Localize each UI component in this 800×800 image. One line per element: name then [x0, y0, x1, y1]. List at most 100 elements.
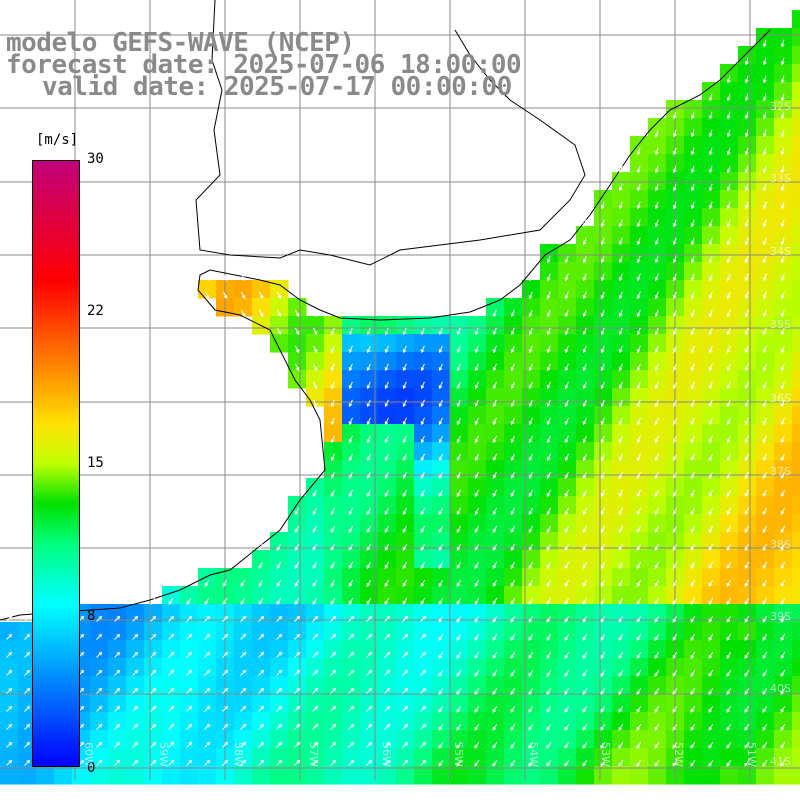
wind-cell	[324, 316, 343, 335]
wind-cell	[594, 406, 613, 425]
wind-arrow	[618, 741, 624, 749]
wind-cell	[738, 334, 757, 353]
wind-arrow	[438, 417, 443, 426]
wind-cell	[576, 604, 595, 623]
wind-arrow	[762, 273, 767, 282]
wind-cell	[594, 388, 613, 407]
wind-arrow	[744, 363, 749, 372]
wind-arrow	[654, 345, 659, 354]
wind-arrow	[6, 723, 13, 730]
wind-arrow	[708, 453, 713, 461]
wind-arrow	[564, 525, 570, 533]
wind-cell	[540, 748, 559, 767]
wind-cell	[540, 370, 559, 389]
wind-cell	[774, 748, 793, 767]
wind-cell	[576, 568, 595, 587]
wind-arrow	[546, 687, 552, 695]
wind-arrow	[780, 705, 786, 713]
wind-cell	[306, 352, 325, 371]
wind-arrow	[744, 579, 750, 587]
wind-cell	[612, 334, 631, 353]
wind-arrow	[348, 345, 353, 354]
wind-cell	[756, 298, 775, 317]
wind-arrow	[114, 741, 121, 748]
wind-cell	[414, 370, 433, 389]
wind-arrow	[600, 561, 606, 569]
wind-cell	[432, 730, 451, 749]
wind-arrow	[672, 561, 678, 569]
wind-cell	[576, 676, 595, 695]
wind-cell	[144, 604, 163, 623]
wind-cell	[234, 694, 253, 713]
wind-arrow	[690, 147, 695, 156]
wind-arrow	[690, 237, 695, 246]
wind-arrow	[654, 399, 659, 408]
wind-arrow	[510, 399, 515, 408]
wind-cell	[702, 550, 721, 569]
wind-arrow	[456, 759, 462, 767]
wind-arrow	[384, 453, 389, 461]
wind-arrow	[726, 597, 732, 605]
wind-arrow	[510, 363, 515, 372]
wind-arrow	[438, 507, 444, 515]
wind-arrow	[780, 381, 785, 390]
wind-cell	[738, 370, 757, 389]
wind-arrow	[402, 759, 409, 766]
wind-cell	[18, 712, 37, 731]
wind-cell	[450, 442, 469, 461]
wind-arrow	[726, 669, 732, 677]
wind-cell	[288, 748, 307, 767]
wind-arrow	[762, 39, 767, 48]
wind-arrow	[654, 291, 659, 300]
wind-cell	[414, 712, 433, 731]
wind-cell	[756, 370, 775, 389]
wind-cell	[684, 388, 703, 407]
wind-arrow	[348, 525, 354, 533]
wind-arrow	[366, 435, 371, 444]
wind-arrow	[294, 741, 301, 748]
wind-cell	[684, 370, 703, 389]
wind-arrow	[96, 615, 103, 622]
wind-arrow	[690, 561, 696, 569]
wind-arrow	[708, 273, 713, 282]
wind-cell	[450, 496, 469, 515]
wind-arrow	[618, 687, 624, 695]
wind-arrow	[672, 129, 677, 138]
wind-arrow	[312, 759, 319, 766]
wind-arrow	[726, 309, 731, 318]
wind-cell	[756, 82, 775, 101]
wind-arrow	[564, 597, 570, 605]
wind-cell	[540, 676, 559, 695]
wind-cell	[432, 604, 451, 623]
wind-cell	[756, 262, 775, 281]
wind-arrow	[726, 291, 731, 300]
wind-cell	[360, 514, 379, 533]
wind-cell	[540, 514, 559, 533]
wind-arrow	[150, 741, 157, 748]
wind-cell	[648, 424, 667, 443]
wind-arrow	[546, 273, 551, 282]
wind-arrow	[294, 327, 300, 335]
wind-arrow	[744, 255, 749, 264]
wind-arrow	[546, 399, 551, 408]
wind-cell	[180, 604, 199, 623]
wind-arrow	[618, 597, 624, 605]
wind-cell	[486, 334, 505, 353]
wind-cell	[702, 370, 721, 389]
wind-arrow	[24, 687, 31, 694]
wind-cell	[630, 406, 649, 425]
wind-arrow	[240, 615, 247, 622]
wind-cell	[540, 622, 559, 641]
wind-arrow	[330, 327, 335, 336]
wind-cell	[684, 514, 703, 533]
wind-cell	[306, 514, 325, 533]
wind-cell	[702, 352, 721, 371]
wind-cell	[306, 478, 325, 497]
wind-cell	[738, 136, 757, 155]
wind-arrow	[654, 309, 659, 318]
wind-arrow	[276, 291, 282, 299]
wind-arrow	[708, 543, 714, 551]
wind-cell	[630, 424, 649, 443]
wind-arrow	[438, 363, 443, 372]
wind-arrow	[600, 345, 605, 354]
